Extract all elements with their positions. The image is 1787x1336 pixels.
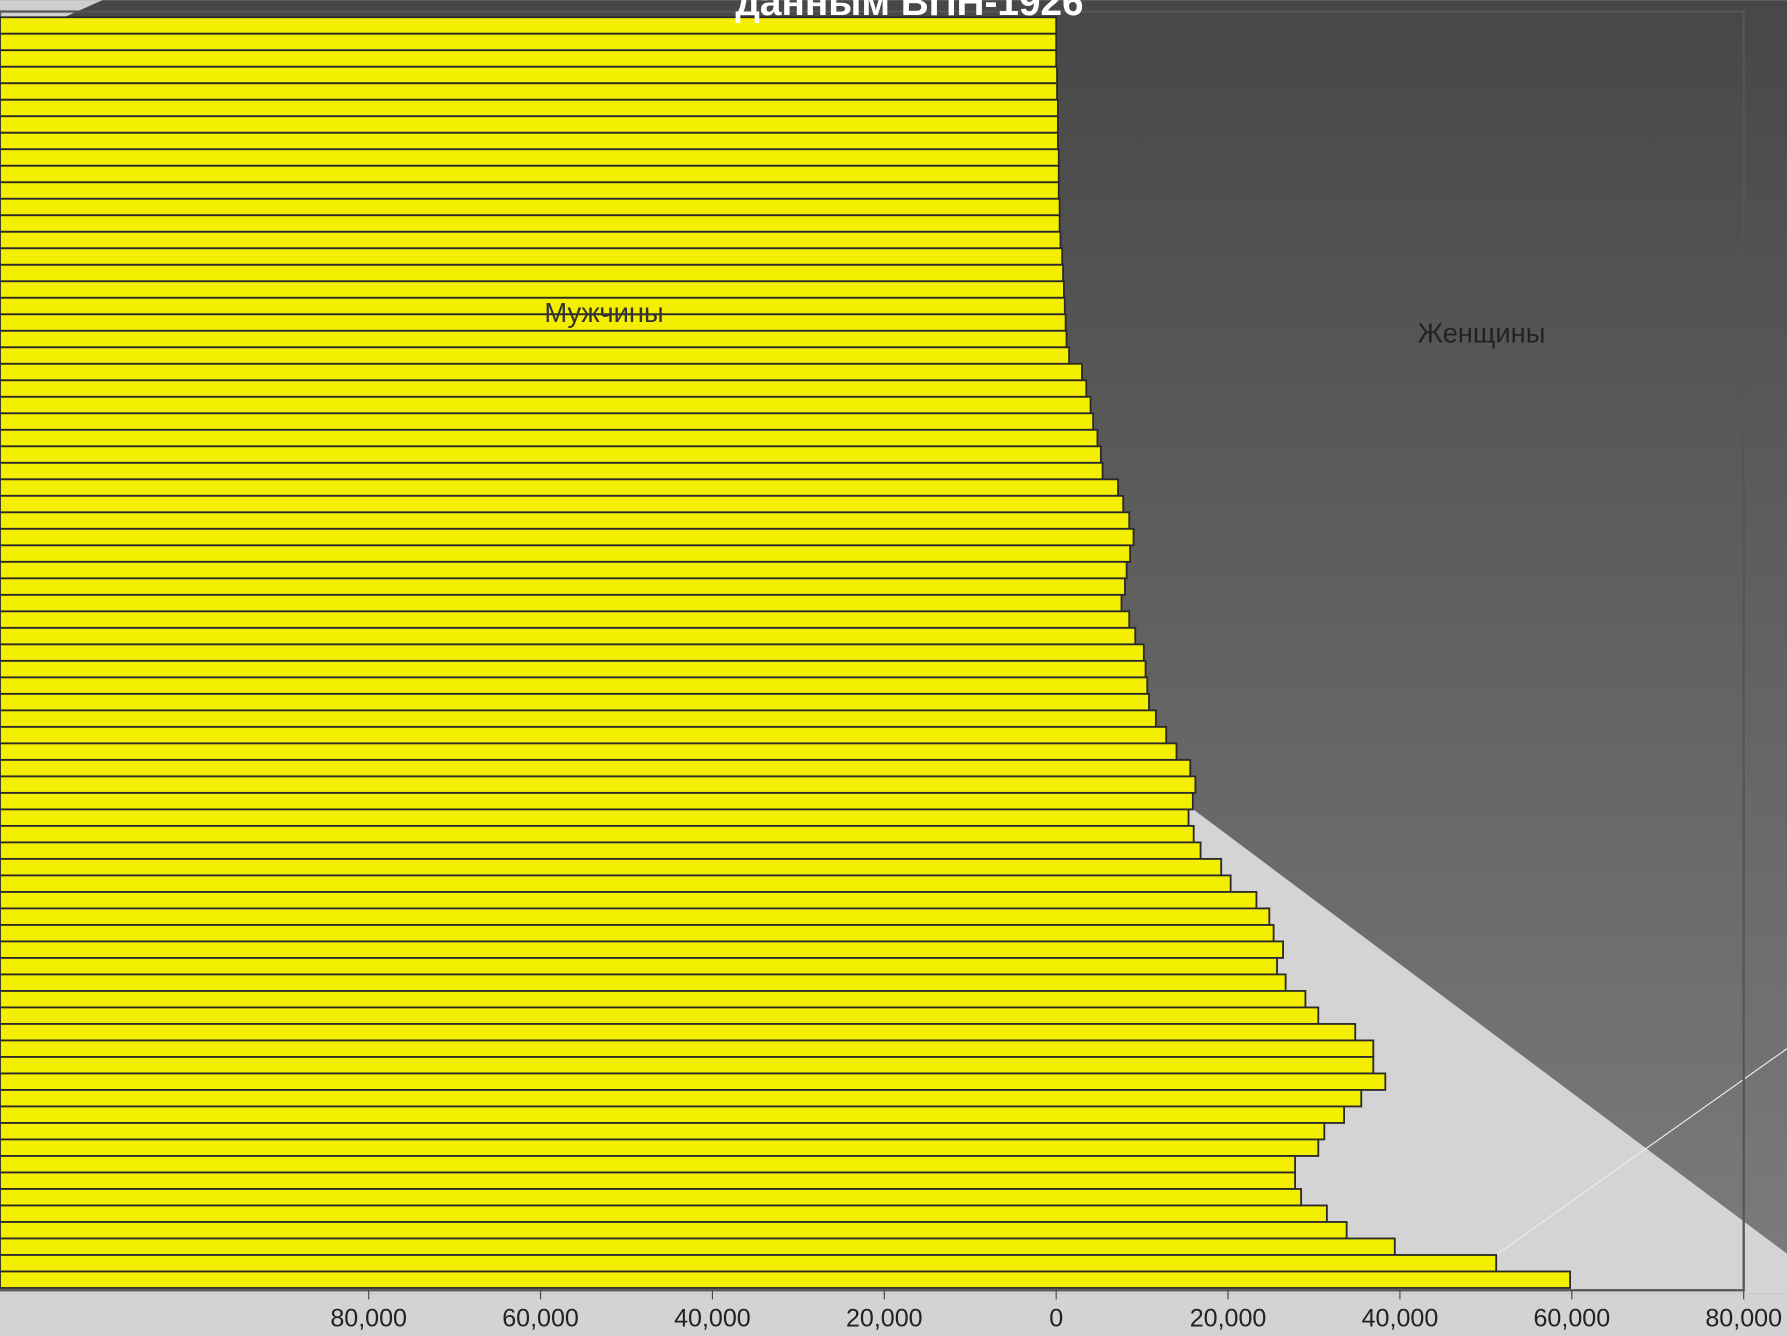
x-tick-label: 40,000 [1362,1305,1439,1333]
plot-frame [0,10,1745,1292]
bar [0,181,1060,200]
bar [0,329,1068,349]
bar [0,725,1168,745]
bar [0,544,1132,563]
bar [0,692,1150,712]
x-tick-label: 40,000 [674,1305,751,1333]
bar [0,527,1135,547]
x-tick-label: 80,000 [1705,1305,1782,1333]
x-tick-label: 0 [1049,1305,1063,1333]
annotation: Мужчины [544,297,663,328]
x-tick-label: 60,000 [502,1305,579,1333]
bar [0,709,1157,728]
bar [0,1138,1320,1157]
bar [0,874,1232,893]
bar [0,115,1059,134]
bar [0,1204,1328,1223]
bar [0,131,1059,151]
bar [0,775,1197,794]
bar [0,1171,1297,1190]
bar [0,478,1119,497]
bar [0,990,1307,1009]
bar [0,907,1271,926]
bar [0,940,1284,959]
bar [0,973,1287,992]
bar [0,214,1061,233]
bar [0,296,1066,316]
bar [0,758,1192,778]
bar [0,791,1194,811]
bar [0,1089,1363,1108]
bar [0,1188,1303,1207]
bar [0,1105,1345,1124]
bar [0,1006,1320,1025]
bar [0,263,1064,283]
bar [0,643,1145,662]
x-tick-label: 20,000 [846,1305,923,1333]
bar [0,857,1223,877]
bar [0,230,1062,250]
bar [0,65,1058,85]
bar [0,841,1202,860]
bar [0,32,1058,52]
bar [0,395,1092,415]
bar [0,1221,1348,1240]
bar [0,742,1178,761]
bar [0,1254,1498,1273]
bar [0,560,1128,580]
bar [0,445,1102,464]
bar [0,1237,1396,1256]
bar [0,1270,1572,1289]
bar [0,957,1278,976]
bar [0,148,1060,167]
bar [0,1039,1375,1058]
bar [0,1072,1387,1091]
bar [0,824,1195,844]
bar [0,461,1104,481]
bar [0,379,1088,398]
bar [0,626,1137,646]
x-tick-label: 80,000 [330,1305,407,1333]
bar [0,924,1275,943]
decor-line [1481,1048,1787,1266]
bar [0,82,1058,101]
annotation: Женщины [1418,317,1546,348]
bar [0,428,1099,448]
bar [0,313,1067,332]
bar [0,412,1095,431]
bar [0,577,1126,596]
bar [0,1155,1297,1174]
bar [0,280,1065,299]
bar [0,659,1147,679]
bar [0,247,1064,266]
bar [0,593,1123,613]
bar [0,1122,1326,1141]
bar [0,676,1149,695]
bar [0,494,1125,514]
bar [0,49,1058,68]
bar [0,890,1258,910]
bar [0,610,1131,629]
bar [0,1056,1375,1075]
chart-title: данным ВПН-1926 [735,0,1083,24]
bar [0,511,1131,530]
bar [0,197,1061,217]
bar [0,164,1060,184]
x-tick-label: 60,000 [1533,1305,1610,1333]
bar [0,98,1059,118]
bar [0,1023,1357,1042]
x-tick-label: 20,000 [1190,1305,1267,1333]
bar [0,808,1190,827]
bar [0,362,1083,382]
bar [0,346,1070,365]
